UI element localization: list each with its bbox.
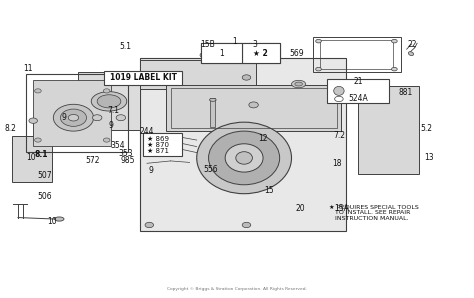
Ellipse shape xyxy=(29,118,37,123)
Ellipse shape xyxy=(97,95,121,108)
Ellipse shape xyxy=(197,122,292,194)
Bar xyxy=(166,85,341,131)
Ellipse shape xyxy=(61,109,86,126)
Ellipse shape xyxy=(68,114,79,121)
Bar xyxy=(242,43,280,63)
Text: 244: 244 xyxy=(140,127,154,136)
Ellipse shape xyxy=(242,75,251,80)
Text: 507: 507 xyxy=(38,171,52,180)
Ellipse shape xyxy=(225,144,263,172)
Ellipse shape xyxy=(116,115,126,121)
Ellipse shape xyxy=(337,83,343,87)
Ellipse shape xyxy=(210,98,216,101)
Bar xyxy=(201,43,242,63)
Ellipse shape xyxy=(292,80,306,88)
Ellipse shape xyxy=(316,67,321,71)
Bar xyxy=(143,133,182,156)
Ellipse shape xyxy=(295,82,302,86)
Ellipse shape xyxy=(91,92,127,111)
Text: 15: 15 xyxy=(264,186,274,195)
Ellipse shape xyxy=(249,102,258,108)
Text: 985: 985 xyxy=(121,156,135,165)
Text: 7.1: 7.1 xyxy=(108,106,120,115)
Text: ★ REQUIRES SPECIAL TOOLS
   TO INSTALL. SEE REPAIR
   INSTRUCTION MANUAL.: ★ REQUIRES SPECIAL TOOLS TO INSTALL. SEE… xyxy=(329,204,419,221)
Ellipse shape xyxy=(209,131,280,185)
Ellipse shape xyxy=(103,138,110,142)
Ellipse shape xyxy=(35,89,41,93)
Text: 9: 9 xyxy=(62,113,66,122)
Ellipse shape xyxy=(316,39,321,43)
Text: 506: 506 xyxy=(38,192,52,201)
Text: 8.2: 8.2 xyxy=(4,124,17,133)
Ellipse shape xyxy=(200,53,206,58)
Text: 353: 353 xyxy=(118,149,133,158)
Bar xyxy=(320,40,393,69)
Bar xyxy=(78,72,140,130)
Ellipse shape xyxy=(408,52,414,56)
Text: ★ 869: ★ 869 xyxy=(147,136,169,142)
Text: Copyright © Briggs & Stratton Corporation. All Rights Reserved.: Copyright © Briggs & Stratton Corporatio… xyxy=(167,287,307,291)
Bar xyxy=(26,74,128,152)
Ellipse shape xyxy=(145,222,154,228)
Text: 15B: 15B xyxy=(200,40,215,49)
Ellipse shape xyxy=(335,82,346,88)
Bar xyxy=(313,37,401,72)
Text: ★ 2: ★ 2 xyxy=(253,49,268,58)
Text: 18: 18 xyxy=(332,159,341,168)
Bar xyxy=(104,71,182,85)
Ellipse shape xyxy=(92,115,102,121)
Bar xyxy=(210,98,215,127)
Text: 524A: 524A xyxy=(348,94,368,103)
Ellipse shape xyxy=(392,39,397,43)
Bar xyxy=(171,88,337,128)
Text: 9: 9 xyxy=(109,121,114,130)
Text: 881: 881 xyxy=(398,88,412,97)
Bar xyxy=(242,43,280,63)
Text: 1019 LABEL KIT: 1019 LABEL KIT xyxy=(110,73,177,82)
Ellipse shape xyxy=(242,222,251,228)
Ellipse shape xyxy=(392,67,397,71)
Ellipse shape xyxy=(53,104,94,131)
Text: 11: 11 xyxy=(24,64,33,73)
Ellipse shape xyxy=(103,89,110,93)
Text: 22: 22 xyxy=(408,40,417,49)
Text: 10: 10 xyxy=(47,217,57,226)
Ellipse shape xyxy=(334,86,344,95)
Text: 1: 1 xyxy=(232,37,237,46)
Text: 556: 556 xyxy=(204,165,218,174)
Bar xyxy=(201,43,242,63)
Text: 21: 21 xyxy=(353,77,363,86)
Bar xyxy=(33,80,111,146)
Text: 3: 3 xyxy=(253,40,257,49)
Bar xyxy=(327,79,389,103)
Bar xyxy=(140,58,346,231)
Text: 10: 10 xyxy=(26,153,36,162)
Text: 7.2: 7.2 xyxy=(333,131,345,140)
Text: 8.1: 8.1 xyxy=(34,150,47,159)
Text: 572: 572 xyxy=(85,156,100,165)
Text: 1: 1 xyxy=(219,49,224,58)
Text: 13: 13 xyxy=(424,153,434,162)
Text: 12: 12 xyxy=(258,134,268,143)
Text: 9: 9 xyxy=(148,166,153,175)
Text: ★ 870: ★ 870 xyxy=(147,142,169,148)
Ellipse shape xyxy=(55,217,64,221)
Ellipse shape xyxy=(35,138,41,142)
Text: 5.1: 5.1 xyxy=(119,42,132,51)
Text: 15A: 15A xyxy=(334,204,349,213)
Text: 569: 569 xyxy=(289,49,303,58)
Text: ★ 871: ★ 871 xyxy=(147,148,169,153)
Bar xyxy=(12,136,52,182)
Text: 5.2: 5.2 xyxy=(420,124,433,133)
Bar xyxy=(358,86,419,174)
Ellipse shape xyxy=(236,152,252,164)
Bar xyxy=(140,60,256,89)
Ellipse shape xyxy=(145,75,154,80)
Text: 354: 354 xyxy=(110,141,125,150)
Text: 20: 20 xyxy=(296,204,305,213)
